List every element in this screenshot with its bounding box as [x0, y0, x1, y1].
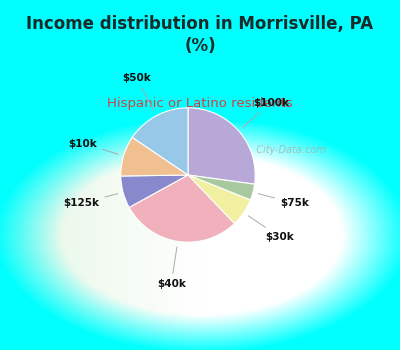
Text: $50k: $50k — [122, 73, 154, 111]
Wedge shape — [188, 175, 250, 224]
Text: $125k: $125k — [64, 194, 118, 208]
Text: $40k: $40k — [157, 247, 186, 289]
Text: $75k: $75k — [258, 194, 309, 208]
Text: City-Data.com: City-Data.com — [250, 145, 326, 155]
Text: $100k: $100k — [243, 98, 289, 127]
Text: $30k: $30k — [248, 216, 294, 242]
Wedge shape — [188, 175, 254, 200]
Wedge shape — [129, 175, 234, 242]
Wedge shape — [121, 137, 188, 176]
Wedge shape — [121, 175, 188, 208]
Text: $10k: $10k — [68, 139, 118, 154]
Text: Income distribution in Morrisville, PA
(%): Income distribution in Morrisville, PA (… — [26, 15, 374, 55]
Wedge shape — [188, 108, 255, 184]
Wedge shape — [132, 108, 188, 175]
Text: Hispanic or Latino residents: Hispanic or Latino residents — [107, 97, 293, 110]
